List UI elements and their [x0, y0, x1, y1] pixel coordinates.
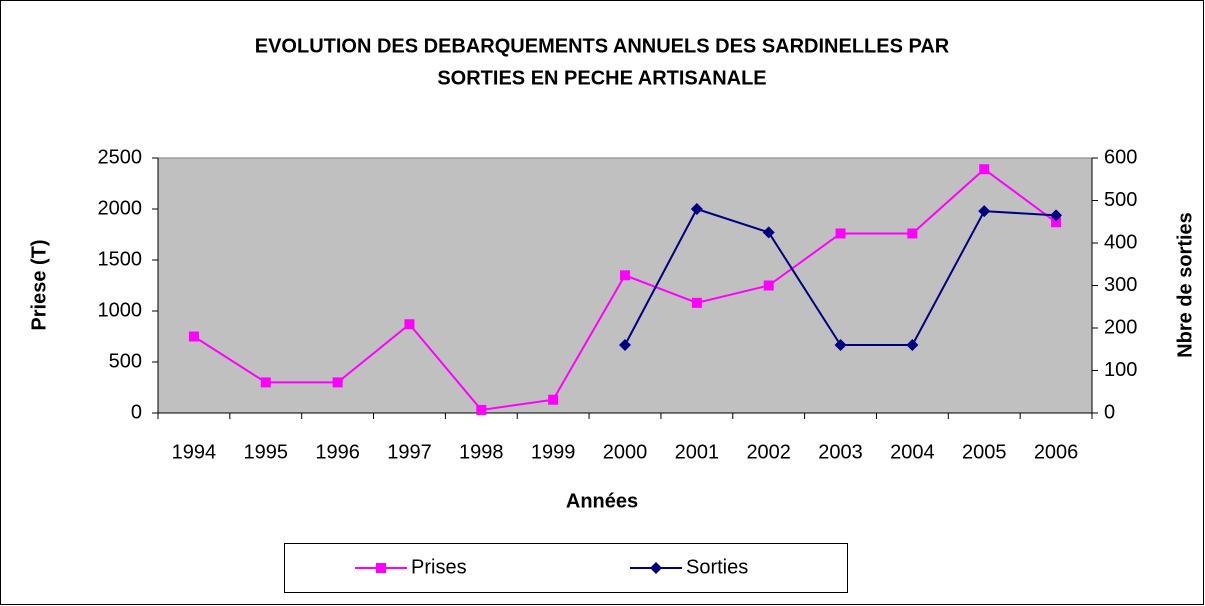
x-tick-label: 2005	[962, 441, 1007, 463]
chart-title: EVOLUTION DES DEBARQUEMENTS ANNUELS DES …	[255, 35, 950, 57]
y-tick-label: 2500	[98, 146, 143, 168]
data-point	[762, 226, 775, 239]
data-point	[907, 228, 918, 239]
y2-axis-title: Nbre de sorties	[1174, 212, 1196, 358]
data-point	[978, 205, 991, 218]
data-point	[979, 164, 990, 175]
y2-tick-label: 0	[1104, 401, 1115, 423]
data-point	[691, 297, 702, 308]
data-point	[548, 394, 559, 405]
legend-label: Prises	[411, 556, 467, 578]
data-point	[763, 280, 774, 291]
x-tick-label: 1999	[531, 441, 576, 463]
y-tick-label: 2000	[98, 197, 143, 219]
data-point	[690, 203, 703, 215]
x-tick-label: 2004	[890, 441, 935, 463]
data-point	[476, 404, 487, 415]
x-tick-label: 2003	[818, 441, 863, 463]
data-point	[404, 319, 415, 330]
y2-tick-label: 600	[1104, 146, 1137, 168]
x-tick-label: 2002	[746, 441, 791, 463]
data-point	[619, 339, 631, 351]
x-axis-title: Années	[566, 490, 638, 512]
data-point	[188, 331, 199, 342]
data-point	[834, 339, 847, 351]
data-point	[835, 228, 846, 239]
x-tick-label: 1998	[459, 441, 504, 463]
x-tick-label: 1995	[244, 441, 289, 463]
x-tick-label: 1996	[315, 441, 360, 463]
data-point	[620, 270, 630, 281]
y-tick-label: 1000	[98, 299, 143, 321]
y-tick-label: 500	[109, 350, 142, 372]
y2-tick-label: 100	[1104, 359, 1137, 381]
x-tick-label: 2001	[675, 441, 720, 463]
plot-area	[157, 157, 1093, 414]
y2-tick-label: 200	[1104, 316, 1137, 338]
x-tick-label: 2000	[603, 441, 648, 463]
y2-tick-label: 300	[1104, 274, 1137, 296]
y2-tick-label: 500	[1104, 189, 1137, 211]
data-point	[332, 377, 343, 388]
data-point	[1051, 217, 1062, 228]
x-tick-label: 1997	[387, 441, 432, 463]
y2-tick-label: 400	[1104, 231, 1137, 253]
legend-marker	[376, 563, 386, 573]
legend-label: Sorties	[686, 556, 748, 578]
data-point	[260, 377, 271, 388]
legend-marker	[650, 562, 662, 574]
data-point	[906, 339, 919, 351]
x-tick-label: 1994	[172, 441, 217, 463]
y-tick-label: 0	[131, 401, 142, 423]
y-tick-label: 1500	[98, 248, 143, 270]
chart-title: SORTIES EN PECHE ARTISANALE	[437, 67, 766, 89]
y-axis-title: Priese (T)	[28, 239, 50, 330]
data-point	[1050, 209, 1063, 222]
x-tick-label: 2006	[1034, 441, 1079, 463]
